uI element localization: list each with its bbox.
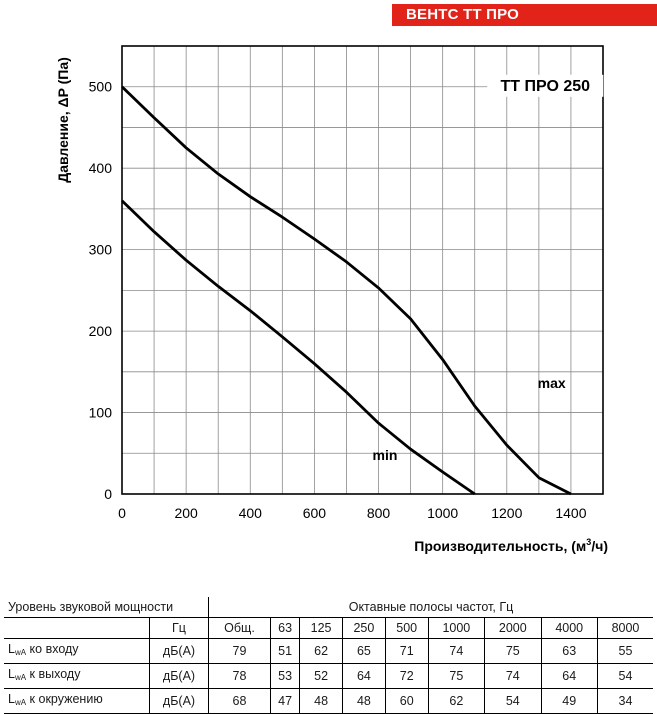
table-cell: 52 <box>299 663 343 689</box>
table-cell: 65 <box>342 638 386 664</box>
x-tick-label: 0 <box>118 505 126 521</box>
x-tick-label: 800 <box>367 505 391 521</box>
table-cell: 53 <box>269 663 300 689</box>
series-label-max: max <box>538 375 566 391</box>
x-axis-label: Производительность, (м3/ч) <box>414 537 608 554</box>
unit-header: Гц <box>149 617 209 639</box>
chart-title-bg <box>487 74 604 97</box>
y-tick-label: 400 <box>89 160 113 176</box>
x-tick-label: 1200 <box>491 505 522 521</box>
table-row: LwA ко входу дБ(А) 79 51 62 65 71 74 75 63 55 <box>4 638 653 664</box>
table-row: LwA к выходу дБ(А) 78 53 52 64 72 75 74 64 54 <box>4 663 653 689</box>
table-cell: 75 <box>427 663 485 689</box>
table-cell: 54 <box>596 663 653 689</box>
chart-series <box>121 85 572 496</box>
row-unit: дБ(А) <box>149 688 209 714</box>
table-cell: 64 <box>540 663 598 689</box>
table-columns-row: Гц Общ. 63 125 250 500 1000 2000 4000 8000 <box>4 617 653 639</box>
axis-ticks: 0 200 400 600 800 1000 1200 1400 0 100 200 300 400 50… <box>89 79 587 521</box>
band-column-header: 1000 <box>427 617 485 639</box>
table-cell: 74 <box>427 638 485 664</box>
band-column-header: 8000 <box>596 617 653 639</box>
y-tick-label: 0 <box>104 486 112 502</box>
sound-power-table: Уровень звуковой мощности Октавные полос… <box>4 597 653 714</box>
x-tick-label: 400 <box>239 505 263 521</box>
band-column-header: 125 <box>299 617 343 639</box>
band-column-header: 63 <box>269 617 300 639</box>
band-column-header: Общ. <box>208 617 271 639</box>
band-column-header: 250 <box>342 617 386 639</box>
x-axis-label-sup: 3 <box>586 537 591 547</box>
table-cell: 68 <box>208 688 271 714</box>
brand-banner: ВЕНТС ТТ ПРО <box>392 4 657 26</box>
x-tick-label: 1000 <box>427 505 458 521</box>
row-label: LwA ко входу <box>8 642 79 657</box>
chart-grid <box>122 46 603 494</box>
pressure-flow-chart: 0 200 400 600 800 1000 1200 1400 0 100 200 300 400 50… <box>55 45 608 554</box>
table-cell: 62 <box>299 638 343 664</box>
band-column-header: 4000 <box>540 617 598 639</box>
table-header-row: Уровень звуковой мощности Октавные полос… <box>4 597 653 618</box>
table-cell: 55 <box>596 638 653 664</box>
table-cell: 64 <box>342 663 386 689</box>
series-label-min: min <box>373 447 398 463</box>
chart-title: ТТ ПРО 250 <box>501 78 591 95</box>
series-line-min <box>121 199 476 496</box>
band-column-header: 2000 <box>484 617 541 639</box>
y-tick-label: 100 <box>89 405 113 421</box>
table-cell: 71 <box>384 638 429 664</box>
row-label: LwA к окружению <box>8 692 103 707</box>
table-title: Уровень звуковой мощности <box>4 597 209 618</box>
band-column-header: 500 <box>384 617 429 639</box>
table-cell: 51 <box>269 638 300 664</box>
table-cell: 49 <box>540 688 598 714</box>
series-labels: max min <box>373 375 566 463</box>
table-cell: 74 <box>484 663 541 689</box>
table-cell: 78 <box>208 663 271 689</box>
x-tick-label: 600 <box>303 505 327 521</box>
table-cell: 34 <box>596 688 653 714</box>
y-tick-label: 300 <box>89 242 113 258</box>
plot-frame <box>121 45 604 495</box>
x-tick-label: 200 <box>174 505 198 521</box>
table-cell: 63 <box>540 638 598 664</box>
table-cell: 48 <box>299 688 343 714</box>
table-cell: 62 <box>427 688 485 714</box>
table-cell: 75 <box>484 638 541 664</box>
x-axis-label-text: Производительность, (м <box>414 538 586 554</box>
table-cell: 79 <box>208 638 271 664</box>
y-axis-label: Давление, ΔP (Па) <box>55 57 71 183</box>
y-tick-label: 500 <box>89 79 113 95</box>
table-cell: 54 <box>484 688 541 714</box>
table-cell: 47 <box>269 688 300 714</box>
x-axis-label-tail: /ч) <box>591 538 608 554</box>
series-line-max <box>121 85 572 496</box>
row-label: LwA к выходу <box>8 667 81 682</box>
row-unit: дБ(А) <box>149 663 209 689</box>
x-tick-label: 1400 <box>555 505 586 521</box>
y-tick-label: 200 <box>89 323 113 339</box>
table-cell: 60 <box>384 688 429 714</box>
table-cell: 48 <box>342 688 386 714</box>
table-cell: 72 <box>384 663 429 689</box>
table-row: LwA к окружению дБ(А) 68 47 48 48 60 62 54 49 34 <box>4 688 653 714</box>
row-unit: дБ(А) <box>149 638 209 664</box>
bands-title: Октавные полосы частот, Гц <box>208 597 653 618</box>
